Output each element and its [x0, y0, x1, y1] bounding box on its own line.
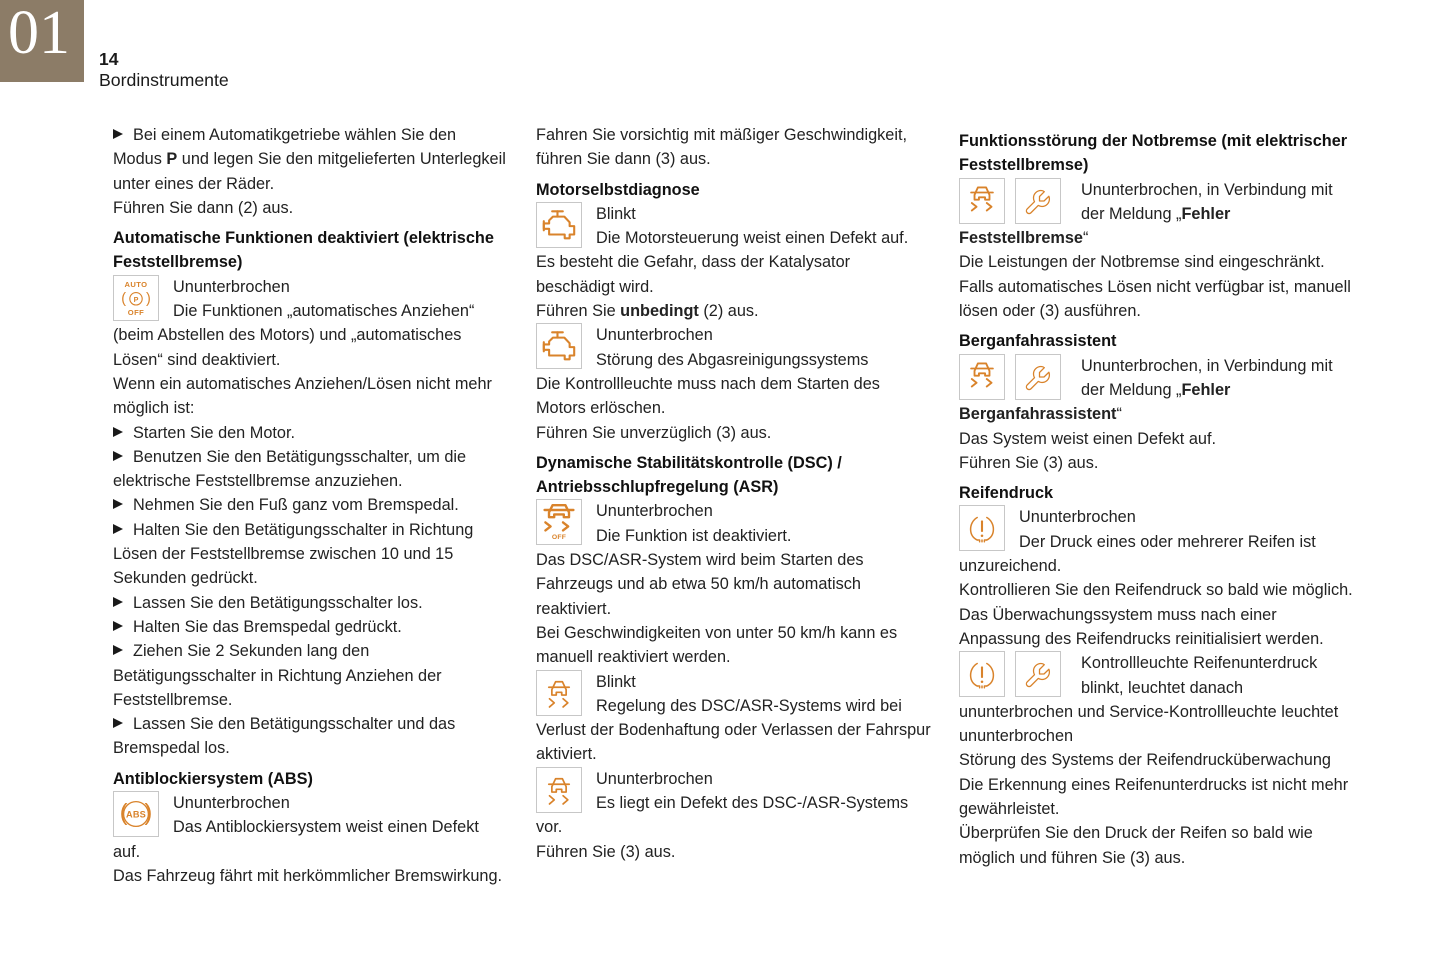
svg-text:OFF: OFF: [128, 308, 144, 317]
svg-text:(: (: [121, 291, 126, 307]
svg-text:P: P: [134, 295, 139, 304]
svg-text:ABS: ABS: [126, 810, 146, 820]
svg-text:AUTO: AUTO: [125, 280, 148, 289]
svg-text:OFF: OFF: [552, 535, 566, 542]
svg-text:): ): [145, 799, 153, 825]
svg-text:): ): [146, 291, 151, 307]
